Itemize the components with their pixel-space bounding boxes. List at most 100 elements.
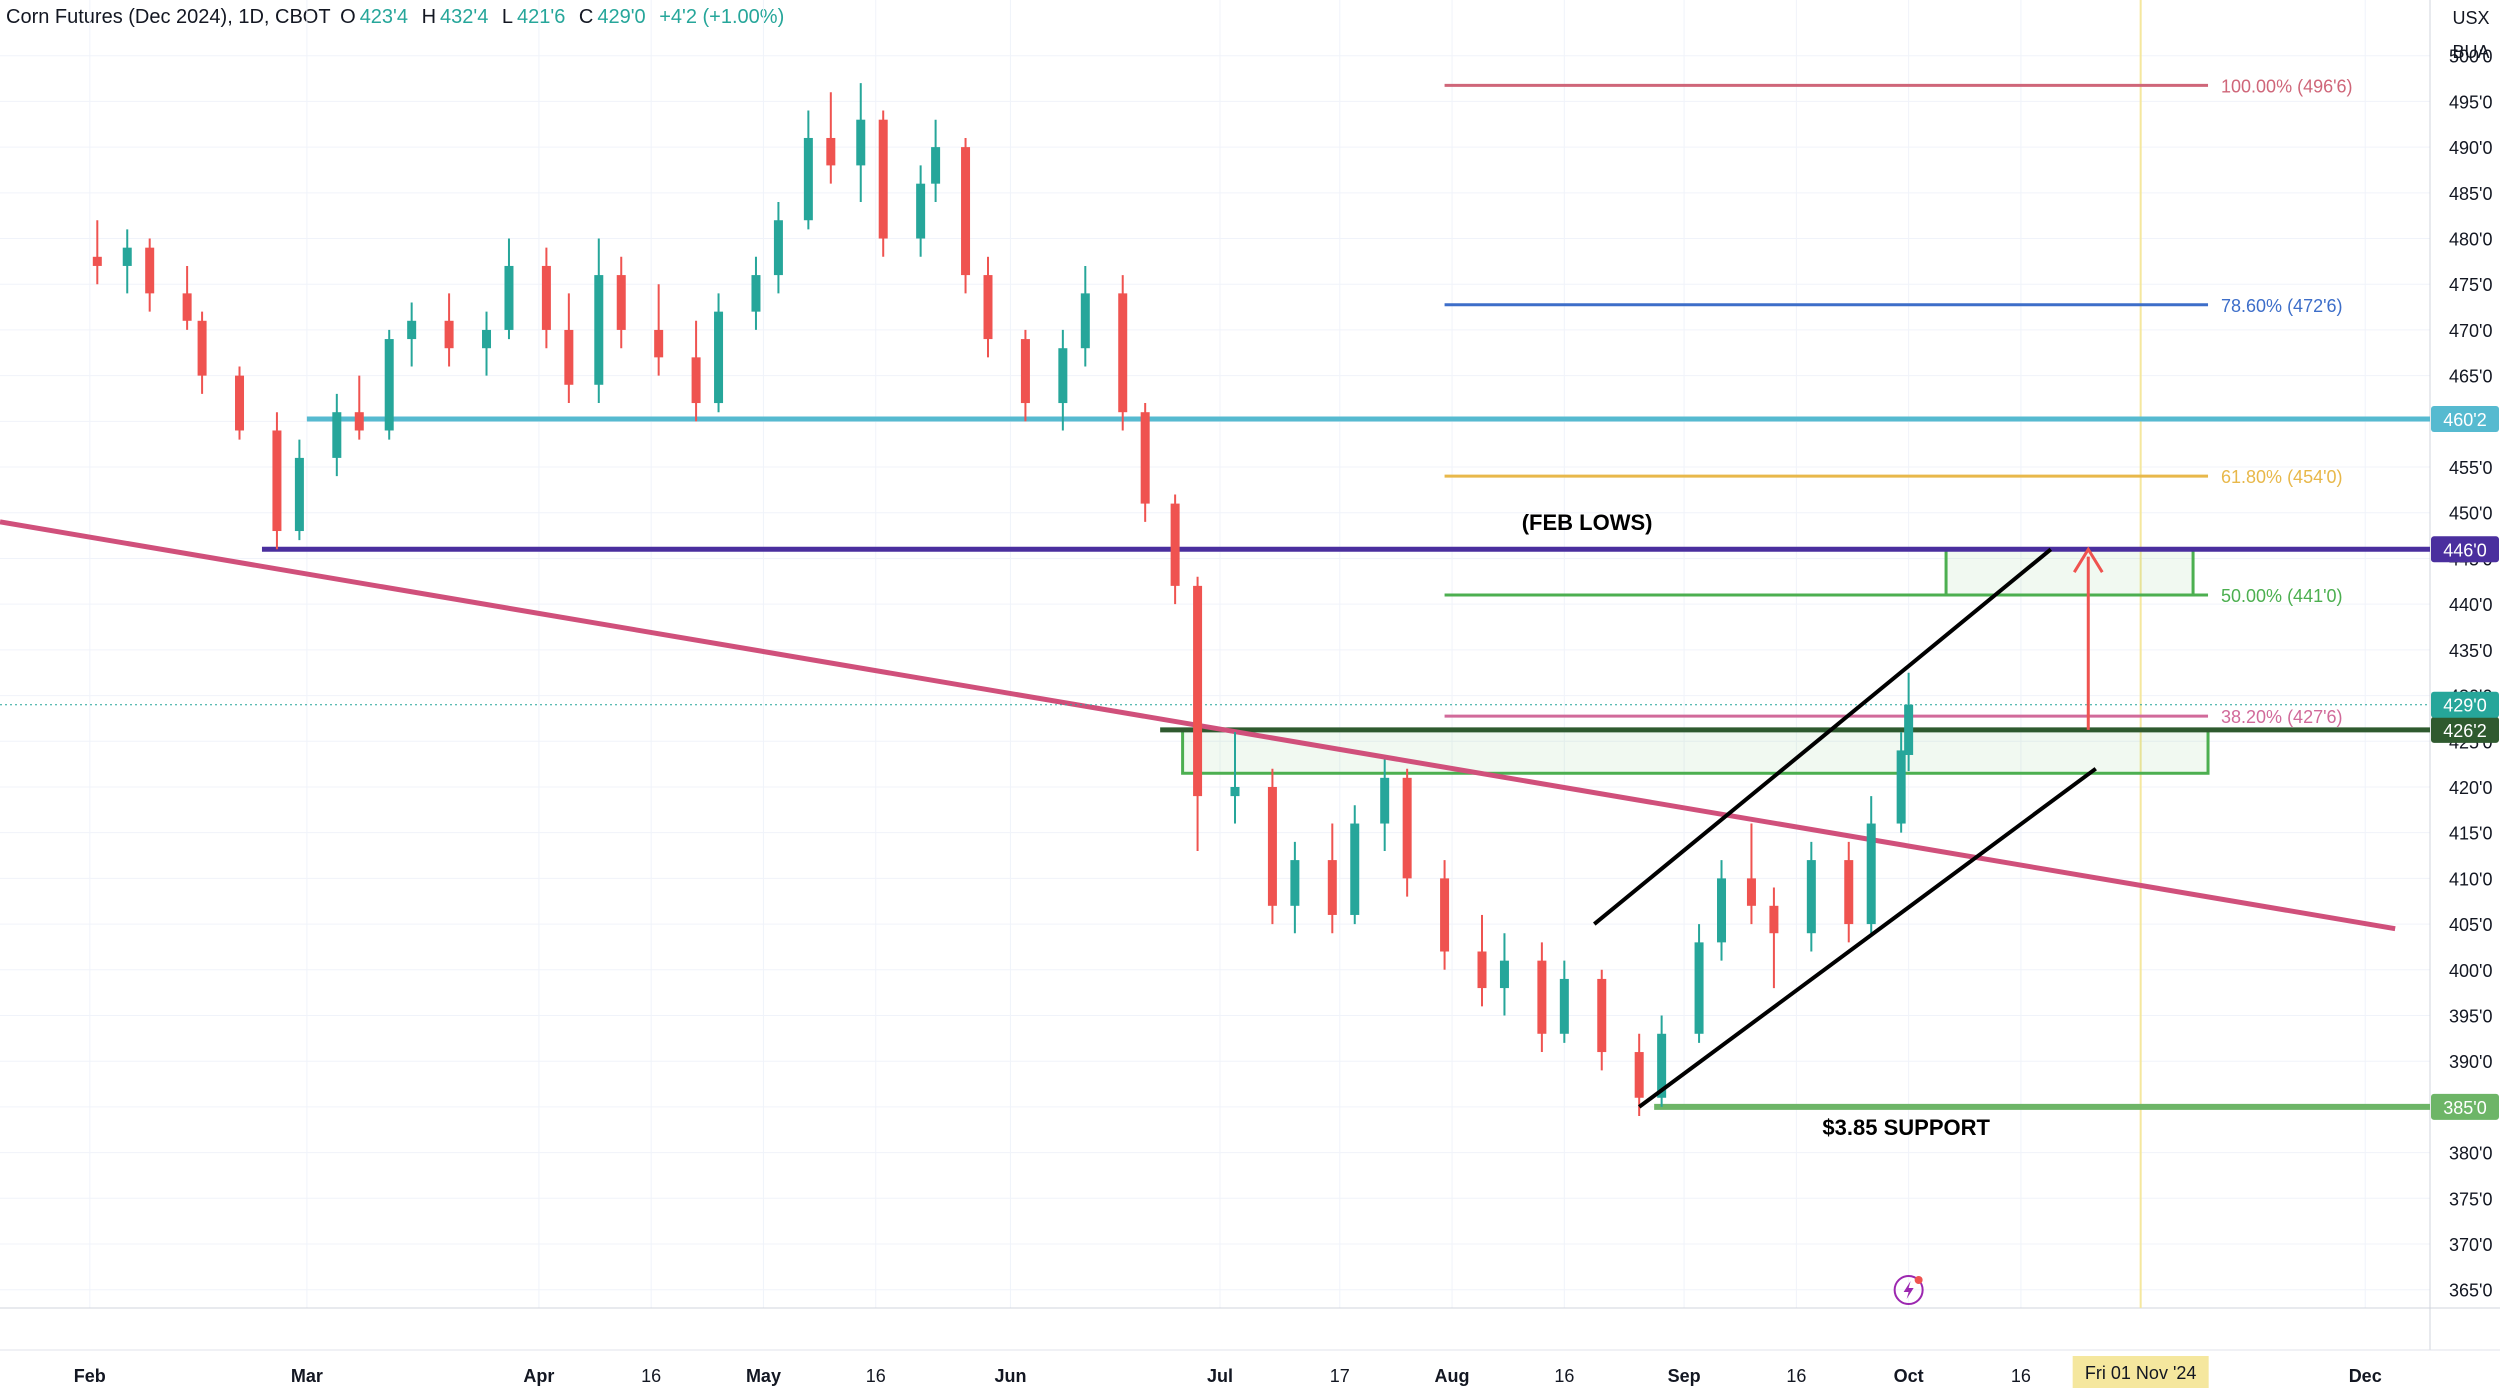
y-tick-label: 380'0 <box>2449 1144 2492 1164</box>
candle-body <box>1746 878 1756 906</box>
y-tick-label: 465'0 <box>2449 367 2492 387</box>
candle-body <box>1020 339 1030 404</box>
last-price-tag <box>2431 691 2499 718</box>
fib-level-label: 38.20% (427'6) <box>2221 707 2343 727</box>
fib-level-label: 50.00% (441'0) <box>2221 586 2343 606</box>
candle-body <box>122 247 132 266</box>
candle-body <box>826 137 836 166</box>
candle-body <box>1806 860 1816 934</box>
candle-body <box>384 339 394 431</box>
candle-body <box>92 256 102 266</box>
candle-body <box>332 412 342 458</box>
x-tick-label: Apr <box>523 1366 554 1386</box>
x-tick-label: 16 <box>641 1366 661 1386</box>
candle-body <box>1657 1033 1667 1098</box>
fib-level-label: 61.80% (454'0) <box>2221 467 2343 487</box>
price-level-tag <box>2431 1093 2499 1120</box>
candle-body <box>1193 585 1203 797</box>
candle-body <box>773 220 783 276</box>
candle-body <box>916 183 926 239</box>
close-value: 429'0 <box>597 6 646 28</box>
price-level-tag <box>2431 716 2499 743</box>
candle-body <box>856 119 866 166</box>
candle-body <box>1402 777 1412 879</box>
candle-body <box>235 375 245 431</box>
date-marker-label: Fri 01 Nov '24 <box>2085 1363 2196 1383</box>
candle-body <box>594 275 604 385</box>
candle-body <box>294 457 304 532</box>
candle-body <box>1058 348 1068 404</box>
x-tick-label: 16 <box>1554 1366 1574 1386</box>
candle-body <box>197 320 207 376</box>
close-label: C <box>578 6 594 28</box>
y-tick-label: 495'0 <box>2449 92 2492 112</box>
y-tick-label: 375'0 <box>2449 1189 2492 1209</box>
x-tick-label: Jul <box>1207 1366 1233 1386</box>
candle-body <box>1634 1052 1644 1098</box>
x-tick-label: Aug <box>1435 1366 1470 1386</box>
lightning-icon-bolt <box>1903 1281 1914 1299</box>
support-annotation: $3.85 SUPPORT <box>1822 1115 1990 1140</box>
candle-body <box>182 293 192 321</box>
price-level-tag-label: 446'0 <box>2443 540 2486 560</box>
candle-body <box>1769 905 1779 934</box>
channel-upper-line <box>1593 547 2053 926</box>
candle-body <box>1717 878 1727 943</box>
candle-body <box>541 265 551 330</box>
candle-body <box>1380 777 1390 824</box>
candle-body <box>961 147 971 276</box>
breakout-zone <box>1181 728 2210 775</box>
candle-body <box>1597 978 1607 1053</box>
candle-body <box>1327 860 1337 915</box>
candle-body <box>1904 704 1914 755</box>
candle-body <box>1866 823 1876 925</box>
resistance-zone <box>1944 547 2195 597</box>
candle-body <box>1230 786 1240 797</box>
candle-body <box>1694 942 1704 1034</box>
currency-unit[interactable]: USX <box>2452 8 2490 28</box>
y-tick-label: 475'0 <box>2449 275 2492 295</box>
candle-body <box>354 412 364 431</box>
candle-body <box>714 311 724 404</box>
candle-body <box>1140 412 1150 504</box>
candle-body <box>751 275 761 312</box>
x-tick-label: Jun <box>994 1366 1026 1386</box>
x-tick-label: Oct <box>1894 1366 1924 1386</box>
low-value: 421'6 <box>517 6 566 28</box>
candle-body <box>1537 960 1547 1034</box>
candle-body <box>1267 786 1277 906</box>
x-tick-label: Sep <box>1668 1366 1701 1386</box>
candle-body <box>482 329 492 349</box>
y-tick-label: 365'0 <box>2449 1281 2492 1301</box>
lightning-icon <box>1893 1275 1924 1305</box>
channel-lower-line <box>1637 767 2097 1109</box>
candle-body <box>272 430 282 532</box>
x-tick-label: 16 <box>2011 1366 2031 1386</box>
y-tick-label: 500'0 <box>2449 47 2492 67</box>
price-level-tag <box>2431 536 2499 563</box>
x-tick-label: 17 <box>1330 1366 1350 1386</box>
quantity-unit[interactable]: BUA <box>2452 42 2490 62</box>
open-value: 423'4 <box>359 6 408 28</box>
candle-body <box>878 119 888 239</box>
candle-body <box>145 247 155 294</box>
symbol-title[interactable]: Corn Futures (Dec 2024), 1D, CBOT <box>6 6 331 28</box>
candle-body <box>407 320 417 340</box>
candle-body <box>1170 503 1180 586</box>
target-arrow-head <box>2072 546 2104 573</box>
y-tick-label: 435'0 <box>2449 641 2492 661</box>
x-tick-label: Dec <box>2349 1366 2382 1386</box>
y-tick-label: 405'0 <box>2449 915 2492 935</box>
candle-body <box>1499 960 1509 989</box>
price-level-tag-label: 385'0 <box>2443 1098 2486 1118</box>
y-tick-label: 485'0 <box>2449 184 2492 204</box>
candle-body <box>1290 860 1300 906</box>
high-value: 432'4 <box>440 6 489 28</box>
date-marker-box <box>2072 1356 2209 1388</box>
candle-body <box>691 357 701 404</box>
candle-body <box>1559 978 1569 1034</box>
y-tick-label: 395'0 <box>2449 1006 2492 1026</box>
x-tick-label: Feb <box>74 1366 106 1386</box>
candle-body <box>1118 293 1128 413</box>
